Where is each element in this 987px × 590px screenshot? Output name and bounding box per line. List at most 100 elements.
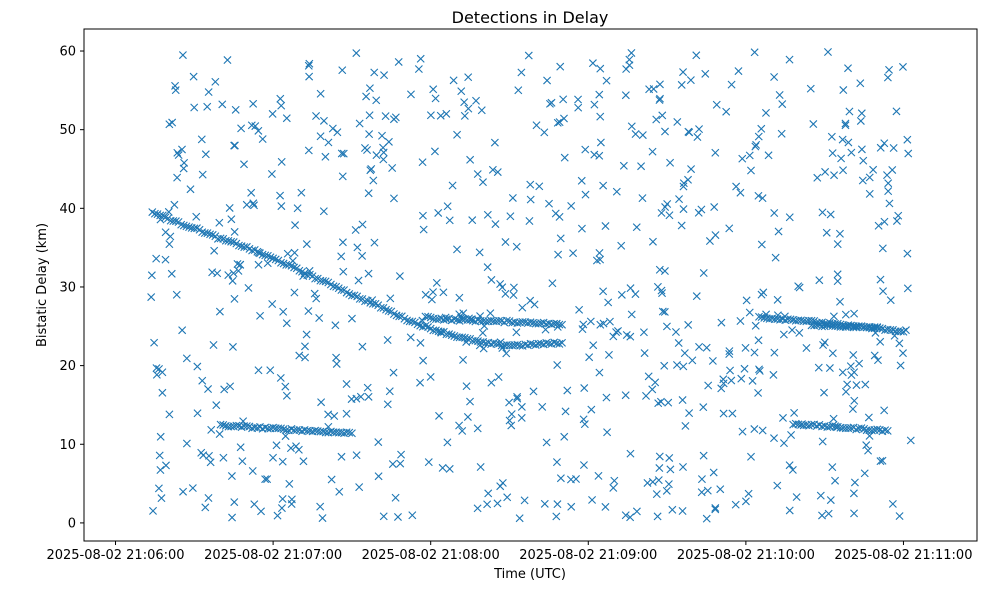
detection-point [388,164,397,173]
detection-point [843,380,852,389]
detection-point [559,95,568,104]
detection-point [396,459,405,468]
detection-point [512,328,521,337]
x-tick-label: 2025-08-02 21:11:00 [834,548,972,563]
detection-point [358,251,367,260]
detection-point [158,388,167,397]
detection-point [759,288,768,297]
detection-point [529,387,538,396]
detection-point [595,248,604,257]
detection-point [717,318,726,327]
detection-point [660,361,669,370]
detection-point [859,156,868,165]
detection-point [397,450,406,459]
detection-point [660,307,669,316]
track-detection-point [203,229,212,238]
detection-point [883,73,892,82]
detection-point [815,276,824,285]
track-detection-point [846,424,855,432]
track-detection-point [492,339,501,348]
detection-point [272,441,281,450]
detection-point [556,234,565,243]
detection-point [599,287,608,296]
detection-point [738,427,747,436]
detection-point [478,328,487,337]
detection-point [419,356,428,365]
detection-point [836,297,844,306]
detection-point [538,402,547,411]
detection-point [870,351,879,360]
track-detection-point [311,274,320,283]
detection-point [473,170,482,179]
detection-point [704,381,713,390]
detection-point [671,327,680,336]
detection-point [644,372,653,381]
detection-point [434,208,443,217]
detection-point [445,216,454,225]
detection-point [230,294,239,303]
detection-point [429,85,438,94]
detection-point [215,218,224,227]
detection-point [849,489,858,498]
detection-point [847,371,856,380]
detection-point [856,79,865,88]
detection-point [602,393,611,402]
detection-point [273,511,282,520]
detection-point [604,298,613,307]
detection-point [655,265,664,274]
detection-point [347,314,356,323]
detection-point [219,453,228,462]
detection-point [207,425,216,434]
track-detection-point [450,315,459,324]
detection-point [304,146,313,155]
detection-point [678,396,687,405]
detection-point [751,321,760,330]
detection-point [745,308,754,317]
detection-point [873,356,882,365]
detection-point [358,220,367,229]
x-tick-label: 2025-08-02 21:07:00 [204,548,342,563]
detection-point [658,307,667,316]
detection-point [430,147,439,156]
detection-point [787,431,796,439]
detection-point [865,189,874,198]
detection-point [579,415,588,424]
detection-point [486,309,495,318]
detection-point [626,332,635,341]
detection-point [656,94,664,103]
detection-point [316,502,325,511]
detection-point [861,380,870,389]
detection-point [210,246,219,255]
detection-point [487,378,496,387]
detection-point [631,130,640,139]
detection-point [304,307,313,316]
detection-point [315,314,324,322]
track-detection-point [216,234,225,243]
detection-point [339,149,348,158]
detection-point [186,185,195,194]
detection-point [595,368,604,377]
detection-point [227,215,236,224]
detection-point [757,240,766,249]
track-detection-point [382,305,391,314]
track-detection-point [376,303,385,312]
detection-point [738,154,747,163]
detection-point [590,150,599,159]
track-detection-point [276,258,285,267]
detection-point [795,328,804,337]
track-detection-point [337,286,346,295]
track-detection-point [329,282,338,291]
track-detection-point [266,253,275,262]
detection-point [823,48,832,56]
detection-point [747,452,755,461]
detection-point [831,476,840,485]
track-detection-point [240,243,249,252]
detection-point [554,250,563,259]
detection-point [496,279,505,288]
track-detection-point [361,297,370,306]
detection-point [588,495,597,504]
track-detection-point [219,420,228,429]
detection-point [775,91,784,100]
detection-point [773,295,782,304]
detection-point [178,145,186,154]
